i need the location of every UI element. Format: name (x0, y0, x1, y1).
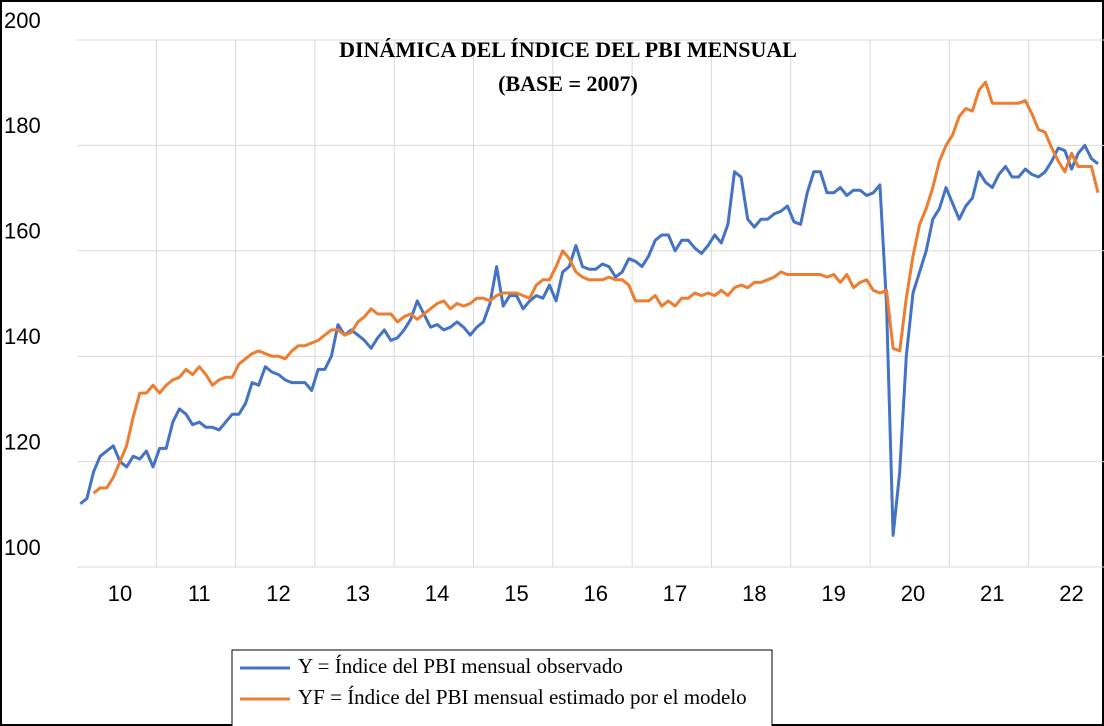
legend: Y = Índice del PBI mensual observado YF =… (240, 654, 747, 709)
legend-label: YF = Índice del PBI mensual estimado por… (298, 685, 747, 709)
y-tick-label: 160 (4, 219, 41, 244)
y-tick-label: 180 (4, 113, 41, 138)
x-tick-label: 10 (108, 581, 132, 606)
legend-box (231, 649, 773, 726)
x-tick-label: 21 (980, 581, 1004, 606)
series-line (92, 80, 1100, 495)
x-tick-label: 14 (425, 581, 449, 606)
x-tick-label: 16 (584, 581, 608, 606)
x-tick-label: 17 (663, 581, 687, 606)
y-tick-label: 140 (4, 324, 41, 349)
x-tick-label: 12 (266, 581, 290, 606)
x-tick-label: 19 (821, 581, 845, 606)
chart-title: DINÁMICA DEL ÍNDICE DEL PBI MENSUAL (339, 37, 797, 62)
y-tick-label: 120 (4, 429, 41, 454)
x-tick-label: 22 (1059, 581, 1083, 606)
series-line (79, 143, 1099, 537)
x-tick-label: 18 (742, 581, 766, 606)
x-tick-label: 20 (901, 581, 925, 606)
x-tick-label: 13 (346, 581, 370, 606)
x-tick-label: 11 (188, 581, 211, 606)
grid: 100 120 140 160 180 200 10 11 12 13 14 15 16 17 18 19 20… (4, 8, 1104, 606)
x-tick-label: 15 (504, 581, 528, 606)
chart-subtitle: (BASE = 2007) (498, 71, 638, 96)
y-tick-label: 100 (4, 535, 41, 560)
y-tick-label: 200 (4, 8, 41, 33)
lines (79, 80, 1100, 537)
legend-label: Y = Índice del PBI mensual observado (298, 654, 623, 678)
